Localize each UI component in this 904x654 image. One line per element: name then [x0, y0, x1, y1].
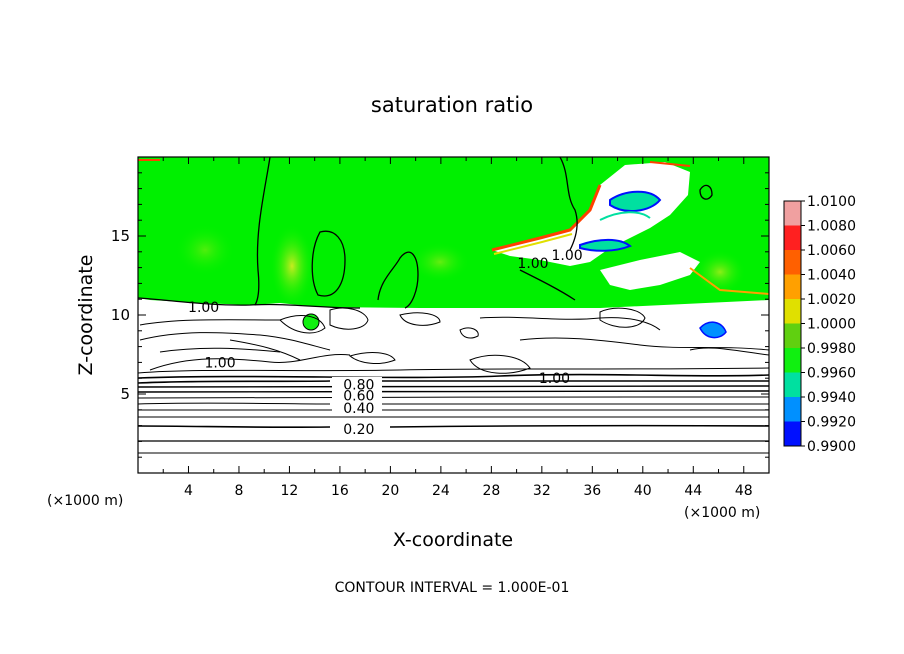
contour-label: 1.00	[204, 355, 235, 371]
warm-spot-3	[694, 250, 746, 294]
x-axis: 4 8 12 16 20 24 28 32 36 40 44 48	[162, 157, 753, 499]
colorbar-label: 0.9940	[807, 390, 856, 406]
x-tick-label: 16	[331, 483, 349, 499]
x-tick-label: 12	[281, 483, 299, 499]
colorbar-label: 1.0000	[807, 317, 856, 333]
colorbar-label: 0.9920	[807, 415, 856, 431]
colorbar-label: 1.0060	[807, 243, 856, 259]
colorbar-cell	[784, 348, 801, 373]
unsaturated-wedge-lower	[600, 252, 700, 290]
x-tick-label: 32	[533, 483, 551, 499]
colorbar-label: 1.0100	[807, 194, 856, 210]
colorbar-label: 1.0040	[807, 268, 856, 284]
x-tick-label: 28	[482, 483, 500, 499]
colorbar-cell	[784, 421, 801, 446]
wedge-edge-blue-2	[579, 238, 632, 252]
contour-lines-upper	[138, 157, 713, 309]
warm-spot	[270, 224, 314, 308]
y-tick-label: 5	[120, 385, 130, 403]
colorbar-label: 0.9960	[807, 366, 856, 382]
colorbar-cell	[784, 225, 801, 250]
right-edge-orange	[689, 267, 769, 295]
contour-label: 1.00	[517, 256, 548, 272]
contour-label: 0.80	[343, 378, 374, 394]
label-bg-080	[332, 377, 382, 389]
wedge-edge-yellow	[493, 233, 573, 255]
x-unit-left: (×1000 m)	[47, 493, 123, 509]
colorbar-cell	[784, 274, 801, 299]
colorbar-label: 0.9980	[807, 341, 856, 357]
wedge-edge-cyan	[599, 211, 651, 221]
unsaturated-wedge	[492, 162, 690, 266]
label-bg-060	[332, 388, 382, 400]
colorbar-cell	[784, 372, 801, 397]
wedge-edge-blue	[609, 190, 662, 212]
contour-label: 1.00	[539, 371, 570, 387]
colorbar: 1.0100 1.0080 1.0060 1.0040 1.0020 1.0000 0.99…	[783, 194, 856, 455]
colorbar-cell	[784, 250, 801, 275]
colorbar-cell	[784, 299, 801, 324]
contour-interval-note: CONTOUR INTERVAL = 1.000E-01	[335, 580, 570, 596]
colorbar-label: 1.0020	[807, 292, 856, 308]
plot-field	[138, 157, 769, 473]
x-tick-label: 48	[735, 483, 753, 499]
x-tick-label: 40	[634, 483, 652, 499]
label-bg-020	[332, 418, 382, 434]
x-axis-label: X-coordinate	[393, 529, 513, 551]
warm-spot-4	[175, 224, 235, 276]
x-tick-label: 8	[234, 483, 243, 499]
y-tick-label: 15	[111, 227, 130, 245]
colorbar-cell	[784, 397, 801, 422]
contour-lines-lower	[138, 307, 769, 454]
colorbar-label: 0.9900	[807, 439, 856, 455]
contour-labels: 1.001.001.00 1.001.000.800.600.400.20	[188, 248, 583, 438]
chart-title: saturation ratio	[371, 93, 533, 117]
wedge-edge-red	[491, 184, 602, 252]
y-axis-label: Z-coordinate	[75, 255, 97, 376]
colorbar-cell	[784, 201, 801, 226]
y-axis: 5 10 15	[111, 172, 769, 458]
contour-label: 0.40	[343, 401, 374, 417]
top-edge-red	[138, 159, 691, 167]
warm-spot-2	[410, 242, 470, 282]
label-bg-040	[332, 399, 382, 412]
x-unit-right: (×1000 m)	[684, 505, 760, 521]
colorbar-cell	[784, 323, 801, 348]
blue-blob	[699, 321, 727, 339]
x-tick-label: 20	[381, 483, 399, 499]
contour-label: 1.00	[551, 248, 582, 264]
colorbar-label: 1.0080	[807, 219, 856, 235]
x-tick-label: 44	[684, 483, 702, 499]
contour-label: 0.60	[343, 389, 374, 405]
x-tick-label: 4	[184, 483, 193, 499]
y-tick-label: 10	[111, 306, 130, 324]
x-tick-label: 36	[583, 483, 601, 499]
contour-label: 1.00	[188, 300, 219, 316]
contour-label: 0.20	[343, 422, 374, 438]
x-tick-label: 24	[432, 483, 450, 499]
